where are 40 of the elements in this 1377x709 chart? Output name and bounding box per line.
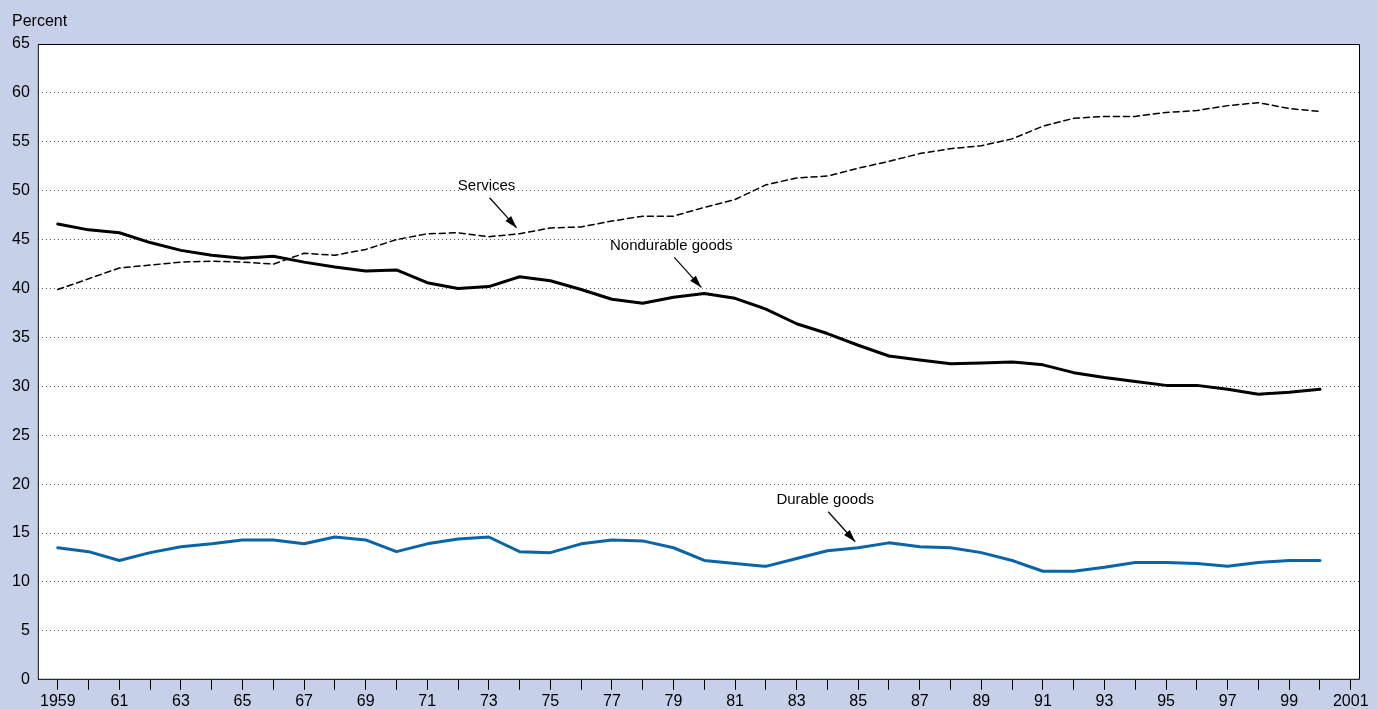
y-tick-label: 30: [12, 376, 30, 394]
x-tick-label: 81: [726, 691, 745, 709]
x-tick-label: 61: [110, 691, 129, 709]
y-tick-label: 40: [12, 278, 30, 296]
x-tick-label: 73: [479, 691, 498, 709]
y-tick-label: 55: [12, 132, 30, 150]
y-tick-label: 60: [12, 83, 30, 101]
x-tick-label: 85: [849, 691, 868, 709]
y-tick-label: 15: [12, 523, 30, 541]
x-tick-label: 63: [172, 691, 190, 709]
annotation: Services: [457, 176, 516, 194]
x-tick-label: 89: [972, 691, 991, 709]
x-tick-label: 2001: [1332, 691, 1369, 709]
x-tick-label: 65: [233, 691, 252, 709]
y-tick-label: 25: [12, 425, 30, 443]
x-tick-label: 67: [295, 691, 314, 709]
x-tick-label: 75: [541, 691, 560, 709]
x-tick-label: 69: [356, 691, 375, 709]
annotation: Durable goods: [776, 490, 874, 508]
x-tick-label: 95: [1157, 691, 1176, 709]
y-tick-label: 20: [12, 474, 30, 492]
y-axis-title: Percent: [12, 12, 68, 30]
y-tick-label: 35: [12, 327, 30, 345]
x-tick-label: 77: [603, 691, 621, 709]
x-tick-label: 1959: [40, 691, 76, 709]
x-tick-label: 93: [1095, 691, 1114, 709]
y-tick-label: 5: [20, 621, 30, 639]
x-tick-label: 83: [787, 691, 806, 709]
annotation: Nondurable goods: [609, 236, 733, 254]
x-tick-label: 97: [1218, 691, 1237, 709]
y-tick-label: 0: [20, 670, 30, 688]
x-tick-label: 79: [664, 691, 683, 709]
y-tick-label: 50: [12, 181, 30, 199]
x-tick-label: 71: [418, 691, 437, 709]
y-tick-label: 65: [12, 34, 30, 52]
y-tick-label: 10: [12, 572, 30, 590]
x-tick-label: 91: [1034, 691, 1052, 709]
y-tick-label: 45: [12, 230, 30, 248]
x-tick-label: 99: [1280, 691, 1299, 709]
x-tick-label: 87: [910, 691, 929, 709]
